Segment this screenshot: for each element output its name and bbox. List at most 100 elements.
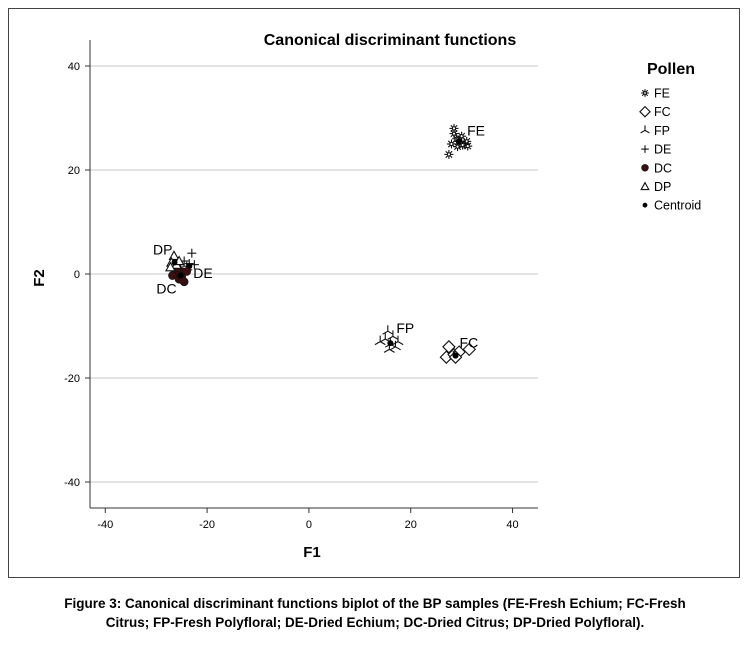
legend-label: FE [654,87,670,101]
y-tick-label: 0 [74,269,80,281]
marker-stroke [374,341,381,346]
marker-shape [177,272,184,279]
legend-label: Centroid [654,199,701,213]
legend-label: FC [654,105,671,119]
data-points [165,123,477,364]
cluster-label-de: DE [193,265,212,281]
marker-shape [462,342,477,357]
x-tick-label: -20 [199,519,215,531]
marker-shape [456,138,463,145]
point-fp [389,340,401,351]
marker-shape [641,164,649,172]
marker-shape [640,181,650,191]
centroid-fp [387,340,394,347]
figure-caption: Figure 3: Canonical discriminant functio… [0,594,750,632]
caption-line-2: Citrus; FP-Fresh Polyfloral; DE-Dried Ec… [105,615,645,630]
marker-stroke [379,338,386,343]
point-fe [449,123,459,133]
legend-marker [641,164,649,172]
chart-title: Canonical discriminant functions [264,32,517,49]
y-axis-label: F2 [31,269,48,287]
point-dp [165,261,176,272]
legend-item-centroid: Centroid [642,199,701,213]
marker-core [465,143,470,149]
marker-shape [168,250,180,260]
cluster-label-dp: DP [153,242,172,258]
cluster-labels: FE FC FP DE DC DP [153,122,485,350]
y-tick-label: -20 [64,373,80,385]
x-axis-label: F1 [303,544,321,561]
marker-stroke [387,335,394,340]
figure-frame [8,8,740,578]
marker-stroke [389,346,396,351]
legend-title: Pollen [647,61,695,78]
centroid-dp [171,259,178,266]
y-tick-label: 20 [68,165,80,177]
legend-item-dc: DC [641,161,672,175]
legend-label: DE [654,143,671,157]
x-tick-label: 40 [506,519,518,531]
marker-shape [639,105,651,118]
legend-label: DC [654,161,672,175]
point-dc [182,267,192,276]
marker-stroke [383,348,390,353]
point-fp [392,335,404,346]
centroid-fc [452,352,459,359]
scatter-chart: 40 20 0 -20 -40 -40 -20 0 20 40 FE FC FP DE DC DP Poll… [31,32,701,561]
marker-core [643,91,647,95]
tick-labels: 40 20 0 -20 -40 -40 -20 0 20 40 [64,61,519,531]
y-tick-label: -40 [64,477,80,489]
point-dp [168,250,180,260]
y-tick-label: 40 [68,61,80,73]
legend-label: DP [654,180,671,194]
marker-stroke [640,129,646,134]
marker-stroke [387,330,394,335]
marker-shape [165,261,176,272]
marker-shape [182,267,192,276]
centroid-dc [177,272,184,279]
legend-item-fp: FP [640,124,670,138]
marker-shape [642,202,648,208]
point-fe [444,149,454,159]
series-fp [374,325,404,353]
centroid-fe [456,138,463,145]
cluster-label-fe: FE [467,122,485,138]
point-fc [442,340,456,354]
series-fc [439,340,477,364]
marker-core [446,152,452,157]
marker-stroke [644,129,650,134]
point-fp [374,335,386,346]
marker-shape [168,271,177,280]
point-fp [387,330,399,340]
legend-marker [639,105,651,118]
marker-stroke [392,341,399,346]
legend-item-fc: FC [639,105,671,119]
marker-core [455,144,460,149]
legend-marker [640,125,650,134]
marker-stroke [382,330,389,335]
legend-marker [642,202,648,208]
point-fp [382,325,394,335]
marker-shape [387,340,394,347]
legend-item-de: DE [641,143,671,157]
x-tick-label: 20 [405,519,417,531]
cluster-label-dc: DC [156,281,176,297]
marker-stroke [392,335,399,340]
grid-lines [90,65,538,483]
legend-marker [640,181,650,191]
caption-line-1: Figure 3: Canonical discriminant functio… [64,596,686,611]
marker-core [451,126,457,131]
marker-stroke [379,341,386,346]
marker-shape [171,259,178,266]
point-fe [463,141,473,151]
x-tick-label: 0 [306,519,312,531]
legend: Pollen FE FC FP DE DC DP Centroid [639,61,701,213]
marker-stroke [397,341,404,346]
marker-stroke [395,346,401,351]
marker-stroke [389,348,395,353]
marker-core [459,134,464,139]
point-dc [168,271,177,280]
point-fc [462,342,477,357]
cluster-label-fp: FP [396,320,414,336]
cluster-label-fc: FC [460,335,479,351]
